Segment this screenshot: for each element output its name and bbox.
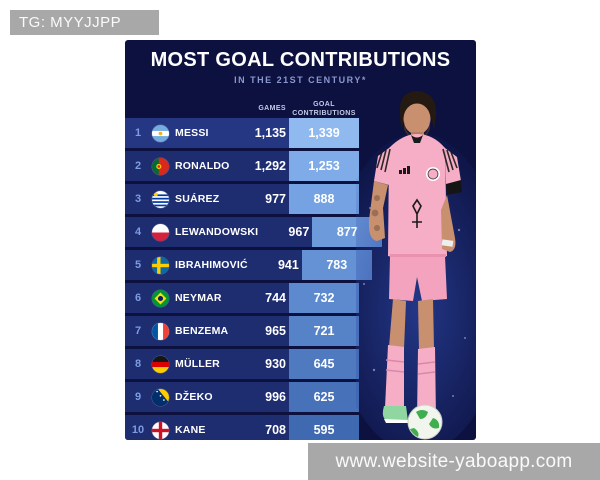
poland-flag-icon bbox=[151, 223, 169, 241]
table-row: 9 DŽEKO 996 625 bbox=[125, 382, 359, 412]
infographic-panel: MOST GOAL CONTRIBUTIONS IN THE 21ST CENT… bbox=[125, 40, 476, 440]
player-name: KANE bbox=[175, 424, 206, 436]
table-row: 7 BENZEMA 965 721 bbox=[125, 316, 359, 346]
table-row: 5 IBRAHIMOVIĆ 941 783 bbox=[125, 250, 372, 280]
player-name: RONALDO bbox=[175, 160, 230, 172]
rank-number: 1 bbox=[134, 127, 142, 139]
table-row: 2 RONALDO 1,292 1,253 bbox=[125, 151, 359, 181]
table-row: 8 MÜLLER 930 645 bbox=[125, 349, 359, 379]
argentina-flag-icon bbox=[151, 124, 169, 142]
rank-number: 9 bbox=[134, 391, 142, 403]
rank-number: 2 bbox=[134, 160, 142, 172]
contributions-value: 877 bbox=[312, 217, 383, 247]
contributions-column-header: GOAL CONTRIBUTIONS bbox=[292, 101, 356, 117]
games-value: 941 bbox=[277, 258, 299, 272]
rank-number: 5 bbox=[134, 259, 142, 271]
contributions-value: 1,339 bbox=[289, 118, 359, 148]
rank-number: 8 bbox=[134, 358, 142, 370]
page-title: MOST GOAL CONTRIBUTIONS bbox=[150, 49, 451, 71]
bosnia-flag-icon bbox=[151, 388, 169, 406]
player-name: MESSI bbox=[175, 127, 209, 139]
table-header-row: GAMES GOAL CONTRIBUTIONS bbox=[125, 101, 359, 118]
page-subtitle: IN THE 21ST CENTURY* bbox=[234, 75, 367, 85]
player-name: DŽEKO bbox=[175, 391, 213, 403]
france-flag-icon bbox=[151, 322, 169, 340]
ranking-table: 1 MESSI 1,135 1,339 2 RONALDO 1,292 1,253 3 SUÁRE… bbox=[125, 118, 476, 440]
sweden-flag-icon bbox=[151, 256, 169, 274]
rank-number: 10 bbox=[131, 424, 145, 436]
table-row: 10 KANE 708 595 bbox=[125, 415, 359, 440]
games-value: 967 bbox=[288, 225, 310, 239]
contributions-value: 721 bbox=[289, 316, 359, 346]
telegram-watermark: TG: MYYJJPP bbox=[10, 10, 159, 35]
contributions-value: 625 bbox=[289, 382, 359, 412]
rank-number: 7 bbox=[134, 325, 142, 337]
rank-number: 3 bbox=[134, 193, 142, 205]
portugal-flag-icon bbox=[151, 157, 169, 175]
games-value: 708 bbox=[265, 423, 286, 437]
brazil-flag-icon bbox=[151, 289, 169, 307]
england-flag-icon bbox=[151, 421, 169, 439]
games-column-header: GAMES bbox=[258, 105, 286, 113]
table-row: 4 LEWANDOWSKI 967 877 bbox=[125, 217, 383, 247]
games-value: 965 bbox=[265, 324, 286, 338]
contributions-value: 888 bbox=[289, 184, 359, 214]
player-name: SUÁREZ bbox=[175, 193, 220, 205]
games-value: 1,135 bbox=[254, 126, 286, 140]
uruguay-flag-icon bbox=[151, 190, 169, 208]
player-name: IBRAHIMOVIĆ bbox=[175, 259, 248, 271]
games-value: 996 bbox=[265, 390, 286, 404]
rank-number: 4 bbox=[134, 226, 142, 238]
games-value: 977 bbox=[265, 192, 286, 206]
table-row: 6 NEYMAR 744 732 bbox=[125, 283, 359, 313]
contributions-value: 595 bbox=[289, 415, 359, 440]
contributions-value: 783 bbox=[301, 250, 372, 280]
contributions-value: 1,253 bbox=[289, 151, 359, 181]
games-value: 744 bbox=[265, 291, 286, 305]
games-value: 1,292 bbox=[254, 159, 286, 173]
website-watermark: www.website-yaboapp.com bbox=[308, 443, 600, 480]
player-name: NEYMAR bbox=[175, 292, 222, 304]
player-name: LEWANDOWSKI bbox=[175, 226, 259, 238]
table-row: 1 MESSI 1,135 1,339 bbox=[125, 118, 359, 148]
rank-number: 6 bbox=[134, 292, 142, 304]
germany-flag-icon bbox=[151, 355, 169, 373]
games-value: 930 bbox=[265, 357, 286, 371]
player-name: MÜLLER bbox=[175, 358, 220, 370]
player-name: BENZEMA bbox=[175, 325, 229, 337]
table-row: 3 SUÁREZ 977 888 bbox=[125, 184, 359, 214]
contributions-value: 645 bbox=[289, 349, 359, 379]
contributions-value: 732 bbox=[289, 283, 359, 313]
